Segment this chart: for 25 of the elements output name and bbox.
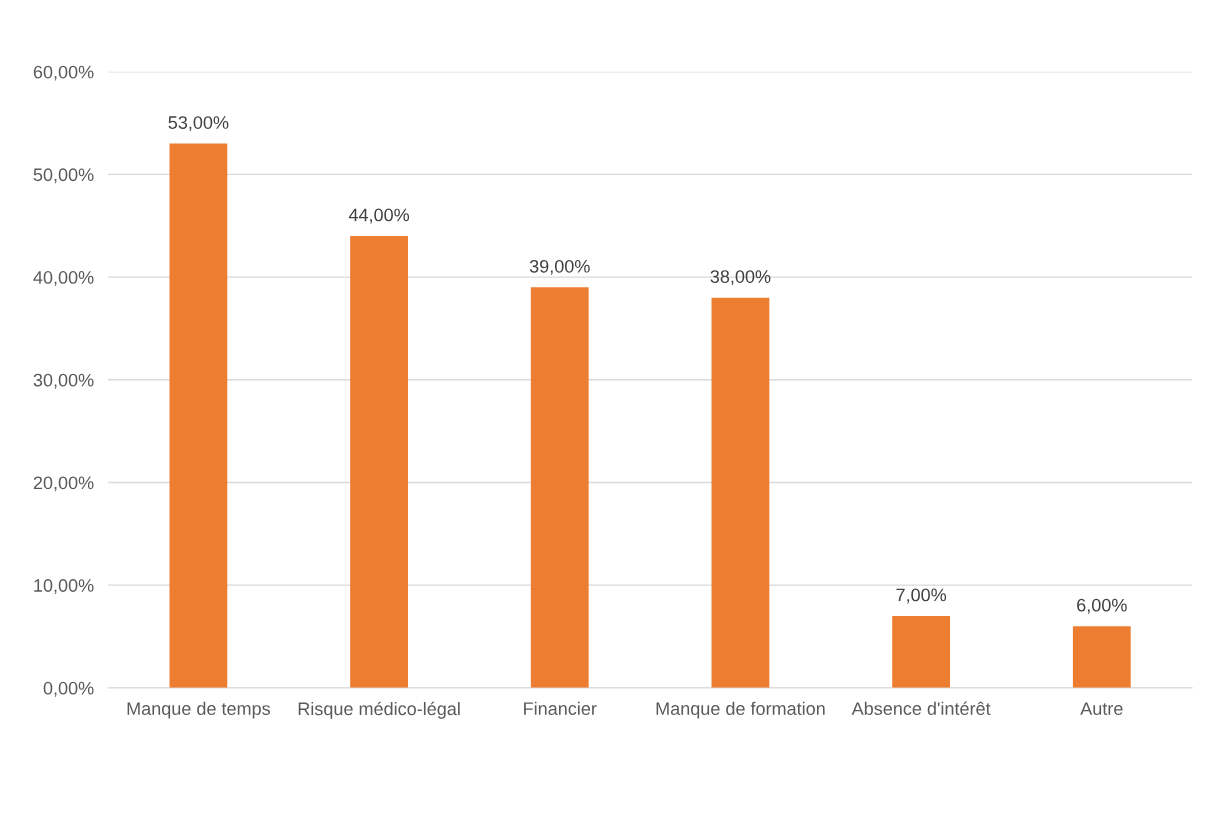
y-tick-label: 60,00% (33, 65, 94, 81)
bar (1072, 626, 1131, 688)
data-label: 44,00% (348, 208, 410, 224)
x-tick-label: Absence d'intérêt (851, 701, 991, 716)
y-tick-label: 40,00% (33, 271, 94, 286)
data-label: 6,00% (1077, 598, 1127, 614)
data-label: 39,00% (529, 259, 590, 275)
y-tick-label: 10,00% (34, 579, 94, 595)
x-tick-label: Autre (1080, 702, 1123, 716)
bar (711, 297, 770, 688)
bar (350, 236, 408, 688)
y-tick-label: 0,00% (43, 681, 94, 697)
x-tick-label: Financier (524, 701, 597, 716)
x-tick-label: Manque de formation (656, 701, 825, 719)
y-tick-label: 50,00% (33, 168, 94, 184)
data-label: 7,00% (896, 588, 947, 604)
bar (169, 143, 228, 688)
x-tick-label: Manque de temps (127, 701, 271, 719)
bar (530, 287, 589, 688)
data-label: 53,00% (168, 116, 229, 132)
y-tick-label: 20,00% (33, 476, 94, 492)
bar (892, 615, 951, 688)
x-tick-label: Risque médico-légal (298, 701, 460, 719)
y-tick-label: 30,00% (33, 373, 94, 389)
data-label: 38,00% (710, 270, 771, 286)
